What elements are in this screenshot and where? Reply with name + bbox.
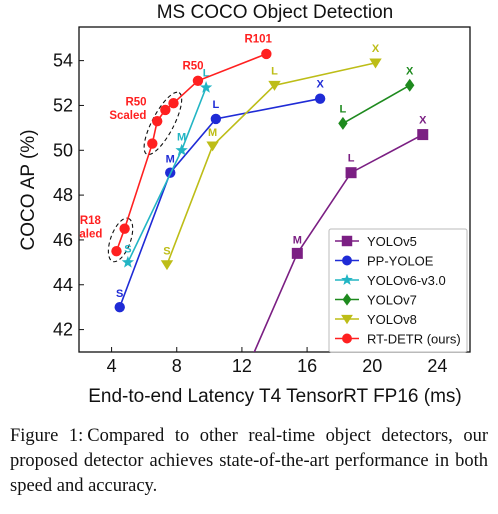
pp-yoloe-point [210,113,222,125]
series-yolov5: S M L X [215,115,429,420]
pp-yoloe-point [314,93,326,104]
y-tick-label: 54 [53,51,73,71]
y-tick-label: 50 [53,140,73,160]
legend-marker-yolov6-v3-0 [341,273,353,285]
rt-detr-ours-point [147,138,158,149]
rt-detr-ours-point [192,75,204,86]
yolov5-point-label: M [293,234,302,246]
y-tick-label: 46 [53,230,73,250]
yolov7-line [342,84,411,125]
rt-detr-ours-point [160,104,171,116]
figure-caption: Figure 1: Compared to other real-time obj… [10,424,488,499]
yolov6-v3-0-point-label: M [177,131,186,143]
legend-label-yolov5: YOLOv5 [367,234,417,249]
yolov8-point-label: M [208,127,217,139]
x-axis-label: End-to-end Latency T4 TensorRT FP16 (ms) [88,386,462,407]
yolov8-point [206,141,219,152]
legend-marker-yolov7 [342,293,352,306]
legend-label-yolov7: YOLOv7 [367,293,417,308]
legend-label-yolov8: YOLOv8 [367,312,417,327]
legend-label-yolov6-v3-0: YOLOv6-v3.0 [367,273,446,288]
yolov5-line [253,133,424,352]
annotation-r18: R18 [80,215,102,227]
series-yolov8: S M L X [160,43,382,271]
y-tick-label: 52 [53,95,73,115]
x-tick-label: 24 [427,356,447,376]
yolov5-point-label: S [215,414,222,420]
yolov5-point [417,129,429,141]
yolov6-v3-0-point-label: L [203,68,210,80]
legend-box [328,228,468,353]
yolov7-point [405,78,415,92]
yolov7-point-label: L [340,103,347,115]
rt-detr-ours-line [115,53,267,252]
x-tick-label: 4 [107,356,117,376]
x-tick-label: 20 [362,356,382,376]
yolov6-v3-0-point [121,255,135,268]
pp-yoloe-point [114,301,125,313]
chart: MS COCO Object Detection 42444648505254 … [18,2,471,420]
pp-yoloe-point-label: L [212,99,219,111]
chart-title: MS COCO Object Detection [157,2,394,23]
legend-label-pp-yoloe: PP-YOLOE [367,254,434,269]
annotation-r50: R50 [182,61,203,73]
rt-detr-ours-point [119,223,130,234]
rt-detr-ours-point [111,245,122,257]
yolov5-point [345,167,357,179]
annotation-scaled: Scaled [65,229,102,241]
yolov8-point-label: X [372,43,380,55]
y-axis-ticks: 42 44 46 48 50 52 54 [53,51,84,340]
x-axis-ticks: 4 8 12 16 20 24 [107,347,447,376]
yolov5-point-label: L [348,153,355,165]
pp-yoloe-point-label: S [116,288,123,300]
rt-detr-ours-point [261,48,272,60]
series-rt-detr-ours [111,48,272,257]
annotation-scaled: Scaled [109,110,146,122]
yolov6-v3-0-point [175,143,188,156]
legend-marker-yolov8 [341,314,353,325]
x-tick-label: 16 [297,356,317,376]
y-axis-label: COCO AP (%) [18,129,39,250]
legend-marker-rt-detr-ours [342,333,352,344]
rt-detr-ours-point [152,115,163,127]
annotation-r50: R50 [125,96,146,108]
series-yolov6-v3-0: S M L [121,68,213,268]
caption-label: Figure 1: [10,426,84,446]
pp-yoloe-point-label: X [316,79,324,91]
yolov7-point-label: X [406,65,414,77]
caption-text: Compared to other real-time object detec… [10,426,488,496]
y-tick-label: 48 [53,185,73,205]
legend-marker-pp-yoloe [342,255,352,266]
x-tick-label: 8 [172,356,182,376]
plot-area: SMLXSMLXSMLLXSMLXR101R50R50ScaledR18Scal… [65,34,429,420]
pp-yoloe-point-label: M [166,154,175,166]
yolov8-point [369,58,382,69]
yolov8-line [166,62,376,265]
legend-label-rt-detr-ours: RT-DETR (ours) [367,332,461,347]
yolov5-point-label: X [419,115,427,127]
pp-yoloe-line [118,97,321,308]
y-tick-label: 42 [53,320,73,340]
yolov6-v3-0-point-label: S [124,243,131,255]
yolov8-point-label: L [271,65,278,77]
plot-frame [78,26,471,353]
yolov8-point [268,80,281,91]
yolov5-point [291,247,303,259]
legend: YOLOv5 PP-YOLOE YOLOv6-v3.0 YOLOv7 YOLOv8 RT-… [328,228,468,353]
yolov8-point-label: S [163,246,170,258]
series-yolov7: LX [338,65,415,130]
rt-detr-ours-point [168,98,179,109]
annotation-r101: R101 [244,34,272,46]
yolov7-point [338,116,348,130]
y-tick-label: 44 [53,275,73,295]
yolov8-point [160,260,174,271]
x-tick-label: 12 [232,356,252,376]
legend-marker-yolov5 [341,235,353,247]
yolov6-v3-0-point [199,81,213,93]
